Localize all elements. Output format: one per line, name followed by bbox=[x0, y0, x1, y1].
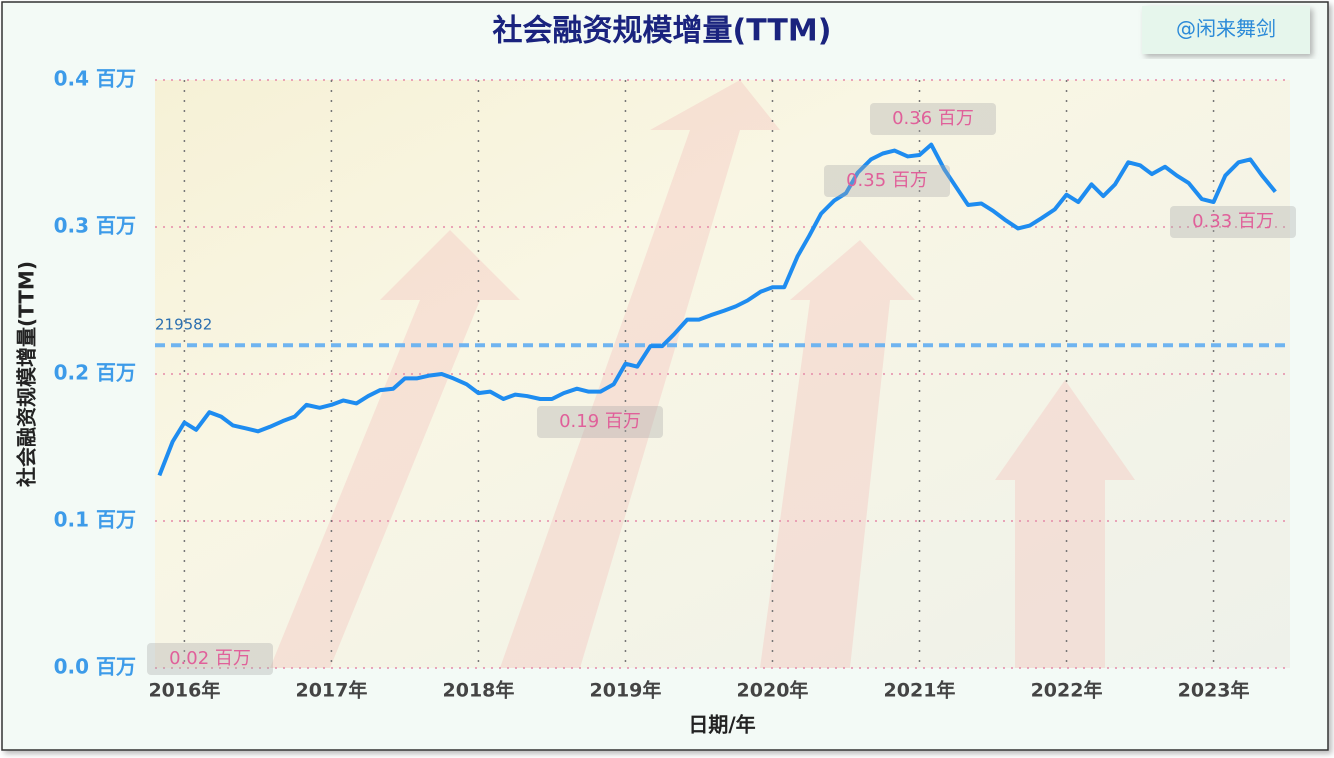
x-tick-label: 2022年 bbox=[1031, 679, 1103, 702]
x-tick-label: 2020年 bbox=[737, 679, 809, 702]
x-tick-label: 2023年 bbox=[1178, 679, 1250, 702]
x-tick-label: 2019年 bbox=[590, 679, 662, 702]
annotation-box bbox=[147, 643, 273, 675]
chart-title: 社会融资规模增量(TTM) bbox=[493, 14, 832, 49]
data-line bbox=[157, 142, 1277, 477]
annotation: 0.36 百万 bbox=[892, 108, 974, 129]
x-tick-label: 2016年 bbox=[148, 679, 220, 702]
annotation: 0.33 百万 bbox=[1192, 211, 1274, 232]
y-tick-label: 0.3 百万 bbox=[54, 214, 136, 238]
y-tick-label: 0.0 百万 bbox=[54, 655, 136, 679]
annotation-box bbox=[1170, 206, 1296, 238]
x-tick-label: 2017年 bbox=[295, 679, 367, 702]
watermark-box bbox=[1142, 6, 1310, 54]
mean-label: 219582 bbox=[155, 316, 212, 334]
y-tick-label: 0.4 百万 bbox=[54, 67, 136, 91]
x-tick-label: 2021年 bbox=[884, 679, 956, 702]
y-tick-label: 0.1 百万 bbox=[54, 508, 136, 532]
annotation: 0.35 百万 bbox=[846, 170, 928, 191]
annotation-box bbox=[870, 103, 996, 135]
x-tick-label: 2018年 bbox=[443, 679, 515, 702]
watermark: @闲来舞剑 bbox=[1176, 17, 1276, 41]
decoration bbox=[500, 80, 780, 668]
annotation-box bbox=[824, 165, 950, 197]
decoration bbox=[995, 380, 1135, 668]
decoration bbox=[270, 230, 520, 668]
annotation: 0.19 百万 bbox=[559, 411, 641, 432]
y-axis-label: 社会融资规模增量(TTM) bbox=[15, 261, 39, 488]
y-tick-label: 0.2 百万 bbox=[54, 361, 136, 385]
annotation-box bbox=[537, 406, 663, 438]
annotation: 0.02 百万 bbox=[169, 648, 251, 669]
x-axis-label: 日期/年 bbox=[688, 713, 755, 737]
